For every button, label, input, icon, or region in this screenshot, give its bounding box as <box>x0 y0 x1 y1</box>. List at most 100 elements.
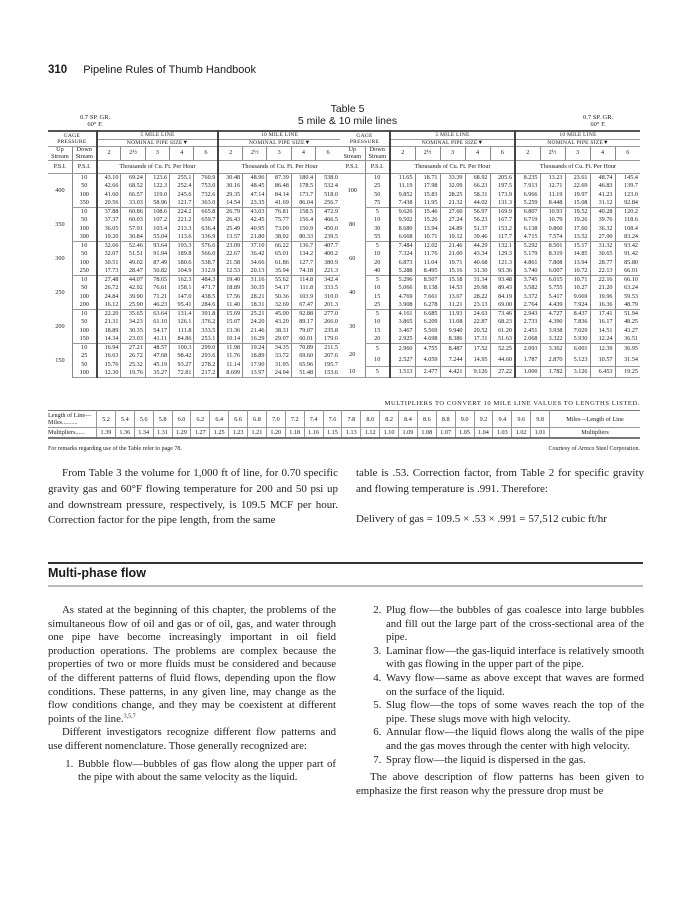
flow-value: 73.09 <box>266 224 292 234</box>
flow-value: 6.015 <box>539 275 565 285</box>
flow-value: 117.7 <box>489 233 515 243</box>
flow-value: 22.87 <box>464 318 490 327</box>
downstream-pressure: 50 <box>71 182 97 191</box>
flow-value: 21.46 <box>439 241 465 251</box>
flow-value: 111.8 <box>290 284 316 293</box>
flow-value: 11.21 <box>439 301 465 311</box>
length-value: 6.6 <box>228 410 248 428</box>
flow-value: 40.68 <box>464 258 490 268</box>
paragraph: From Table 3 the volume for 1,000 ft of … <box>48 467 338 527</box>
downstream-pressure: 150 <box>71 335 97 345</box>
flow-value: 147.0 <box>169 292 194 302</box>
flow-value: 13.97 <box>242 369 267 379</box>
multiplier-value: 1.15 <box>322 427 342 438</box>
five-mile-header: 5 MILE LINE <box>389 131 515 140</box>
flow-value: 46.83 <box>589 182 615 191</box>
paragraph-text: As stated at the beginning of this chapt… <box>48 604 336 725</box>
flow-value: 4.439 <box>539 301 565 311</box>
up-stream-header: Up Stream <box>48 146 73 162</box>
flow-value: 55.04 <box>144 233 170 243</box>
flow-value: 72.81 <box>169 369 194 379</box>
flow-value: 47.68 <box>144 352 170 361</box>
nominal-pipe-size-header: NOMINAL PIPE SIZE▼ <box>217 139 340 148</box>
flow-value: 472.9 <box>315 207 340 217</box>
flow-value: 13.23 <box>539 173 565 183</box>
flow-value: 14.34 <box>95 335 121 345</box>
pipe-size-header: 3 <box>439 146 465 162</box>
paragraph: As stated at the beginning of this chapt… <box>48 604 336 726</box>
flow-value: 51.51 <box>120 250 146 259</box>
flow-value: 179.0 <box>315 335 340 345</box>
flow-value: 30.84 <box>120 233 146 243</box>
flow-value: 31.95 <box>266 360 292 370</box>
flow-value: 107.2 <box>144 216 170 225</box>
psi-header: P.S.I. <box>48 160 73 175</box>
upstream-pressure: 20 <box>349 350 356 358</box>
flow-value: 3.126 <box>564 366 590 379</box>
table-row: 75 7.438 11.95 21.32 44.02 131.3 5.259 8.448 15.… <box>340 199 640 209</box>
flow-value: 7.574 <box>539 233 565 243</box>
downstream-pressure: 10 <box>364 216 390 225</box>
flow-value: 11.19 <box>389 182 415 191</box>
temp-label: 60° F. <box>87 121 103 128</box>
flow-value: 252.4 <box>169 182 194 191</box>
flow-value: 31.12 <box>589 199 615 209</box>
table-row: 50 32.07 51.51 91.94 189.8 566.0 22.67 36.42 65.… <box>48 250 340 259</box>
flow-value: 113.6 <box>169 233 194 243</box>
list-item: Annular flow—the liquid flows along the … <box>384 726 644 753</box>
downstream-pressure: 5 <box>364 275 390 285</box>
flow-value: 29.98 <box>464 284 490 293</box>
flow-value: 56.97 <box>464 207 490 217</box>
page-number: 310 <box>48 64 68 76</box>
table-row: 250 17.73 28.47 50.82 104.9 312.9 12.53 20.13 35… <box>48 267 340 277</box>
table-row: 80 5 9.626 15.46 27.60 56.97 169.9 6.807 10.93 19… <box>340 207 640 227</box>
flow-value: 17.56 <box>217 292 243 302</box>
flow-value: 42.45 <box>242 216 267 225</box>
flow-value: 29.07 <box>266 335 292 345</box>
flow-value: 51.63 <box>489 335 515 345</box>
flow-value: 68.52 <box>120 182 146 191</box>
flow-value: 7.836 <box>564 318 590 327</box>
flow-value: 92.88 <box>290 309 316 319</box>
flow-value: 532.4 <box>315 182 340 191</box>
nominal-pipe-size-header: NOMINAL PIPE SIZE▼ <box>95 139 219 148</box>
flow-value: 4.769 <box>389 292 415 302</box>
temp-label: 60° F. <box>590 121 606 128</box>
flow-value: 79.07 <box>290 326 316 336</box>
multiplier-value: 1.16 <box>303 427 323 438</box>
flow-value: 6.453 <box>589 366 615 379</box>
flow-value: 6.966 <box>514 190 540 200</box>
flow-value: 8.507 <box>414 275 440 285</box>
pipe-size-header: 4 <box>290 146 316 162</box>
flow-value: 23.03 <box>120 335 146 345</box>
downstream-pressure: 350 <box>71 199 97 209</box>
flow-value: 93.64 <box>144 241 170 251</box>
table-row: 150 10 16.94 27.21 48.57 100.3 299.0 11.98 19.24… <box>48 343 340 363</box>
flow-value: 20.13 <box>242 267 267 277</box>
flow-value: 60.01 <box>290 335 316 345</box>
flow-value: 193.3 <box>169 241 194 251</box>
flow-value: 4.755 <box>414 343 440 356</box>
upstream-pressure: 400 <box>55 186 65 194</box>
length-value: 8.0 <box>360 410 380 428</box>
downstream-pressure: 25 <box>364 301 390 311</box>
flow-value: 255.1 <box>169 173 194 183</box>
flow-value: 21.32 <box>439 199 465 209</box>
flow-value: 19.52 <box>564 207 590 217</box>
flow-value: 466.5 <box>315 216 340 225</box>
flow-value: 78.65 <box>144 275 170 285</box>
flow-value: 8.699 <box>217 369 243 379</box>
flow-value: 36.95 <box>614 343 640 356</box>
table-row: 100 41.60 66.57 119.0 245.6 732.6 29.35 47.14 84… <box>48 190 340 200</box>
flow-value: 217.2 <box>193 369 219 379</box>
pipe-size-header: 6 <box>489 146 515 162</box>
table-row: 10 5 1.513 2.477 4.421 9.126 27.22 1.000 1.782 3.… <box>340 366 640 379</box>
flow-value: 17.41 <box>589 309 615 319</box>
multiplier-row: Multipliers...... 1.39 1.36 1.34 1.31 1.29 1.2… <box>48 427 640 438</box>
paragraph: The above description of flow patterns h… <box>356 771 644 797</box>
downstream-pressure: 10 <box>71 207 97 217</box>
flow-value: 12.02 <box>414 241 440 251</box>
downstream-pressure: 100 <box>71 190 97 200</box>
flow-value: 55.62 <box>266 275 292 285</box>
downstream-pressure: 10 <box>71 309 97 319</box>
